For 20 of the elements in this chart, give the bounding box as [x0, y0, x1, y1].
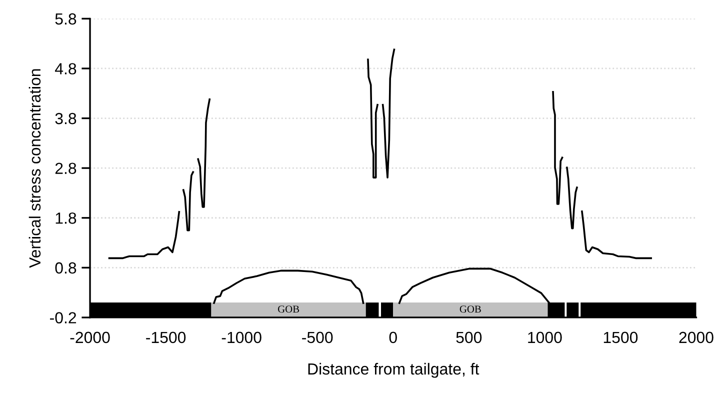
- y-axis-title: Vertical stress concentration: [28, 69, 41, 268]
- x-tick-label: 1000: [528, 332, 562, 344]
- y-tick-label: 5.8: [55, 13, 76, 25]
- y-tick-label: 2.8: [55, 162, 76, 174]
- x-tick-label: 1500: [604, 332, 638, 344]
- x-axis-title: Distance from tailgate, ft: [308, 362, 480, 378]
- y-tick-label: 0.8: [55, 262, 76, 274]
- x-tick-label: 2000: [679, 332, 714, 344]
- band-label: GOB: [278, 306, 300, 313]
- x-tick-label: -1000: [222, 332, 262, 344]
- x-tick-label: -500: [302, 332, 333, 344]
- y-tick-label: 4.8: [54, 63, 76, 74]
- x-tick-label: 500: [456, 332, 482, 344]
- band-label: GOB: [460, 306, 481, 313]
- x-tick-label: -2000: [70, 332, 110, 344]
- y-tick-label: 3.8: [55, 112, 76, 124]
- x-tick-label: 0: [389, 332, 397, 344]
- y-tick-label: 1.8: [56, 212, 76, 224]
- y-tick-label: -0.2: [50, 312, 76, 324]
- x-tick-label: -1500: [146, 332, 186, 344]
